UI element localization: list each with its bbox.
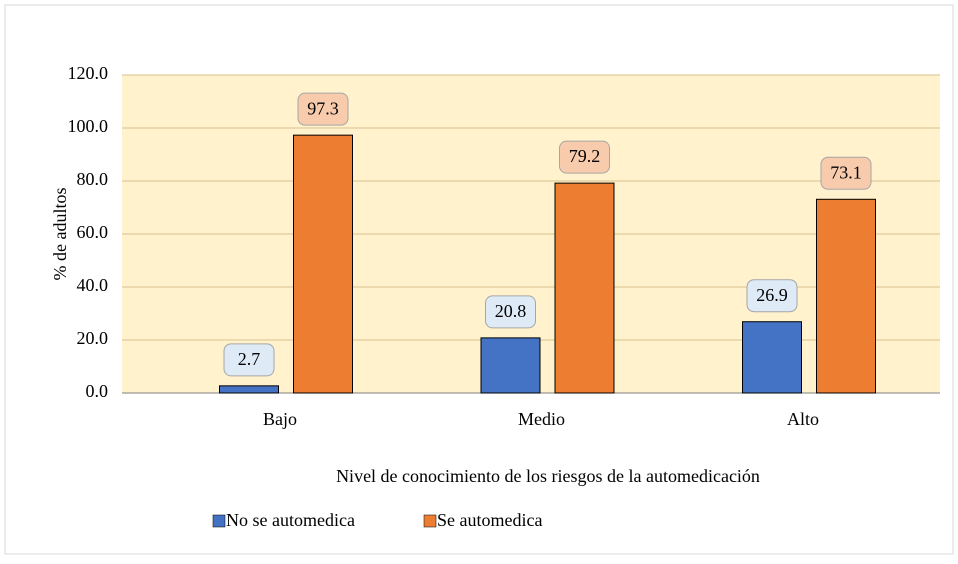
data-label: 73.1	[830, 162, 862, 182]
y-tick-label: 80.0	[77, 169, 109, 189]
data-label: 2.7	[238, 349, 261, 369]
legend-label: Se automedica	[437, 510, 542, 530]
y-tick-label: 0.0	[86, 381, 109, 401]
x-tick-label: Medio	[518, 409, 565, 429]
data-label: 97.3	[307, 98, 339, 118]
data-label-box	[746, 279, 798, 313]
y-tick-label: 120.0	[68, 63, 109, 83]
bar	[742, 321, 802, 394]
x-tick-label: Bajo	[263, 409, 297, 429]
y-tick-label: 100.0	[68, 116, 109, 136]
bar	[554, 182, 615, 394]
data-label: 26.9	[756, 285, 788, 305]
data-label-box	[485, 295, 536, 329]
data-label-box	[820, 156, 872, 190]
y-tick-label: 40.0	[77, 275, 109, 295]
bar	[219, 385, 279, 394]
bar	[293, 134, 353, 394]
legend-label: No se automedica	[226, 510, 355, 530]
y-tick-label: 20.0	[77, 328, 109, 348]
y-tick-label: 60.0	[77, 222, 109, 242]
data-label: 79.2	[569, 146, 601, 166]
bar	[480, 337, 541, 394]
bar	[816, 198, 876, 394]
legend-swatch	[423, 514, 437, 528]
data-label-box	[223, 343, 275, 377]
x-axis-label: Nivel de conocimiento de los riesgos de …	[336, 466, 760, 486]
legend-swatch	[212, 514, 226, 528]
y-axis-label: % de adultos	[50, 188, 70, 281]
x-tick-label: Alto	[787, 409, 819, 429]
data-label-box	[297, 92, 349, 126]
data-label-box	[559, 140, 610, 174]
data-label: 20.8	[495, 301, 527, 321]
